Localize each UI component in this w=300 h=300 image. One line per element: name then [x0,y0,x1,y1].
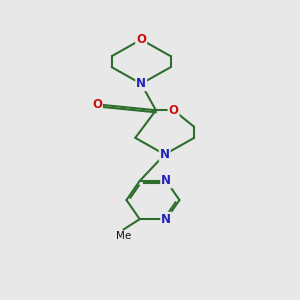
Text: N: N [160,148,170,161]
Text: O: O [169,104,178,117]
Text: N: N [136,77,146,90]
Text: O: O [92,98,102,111]
Text: N: N [161,174,171,188]
Text: N: N [161,213,171,226]
Text: O: O [136,33,146,46]
Text: Me: Me [116,231,131,241]
